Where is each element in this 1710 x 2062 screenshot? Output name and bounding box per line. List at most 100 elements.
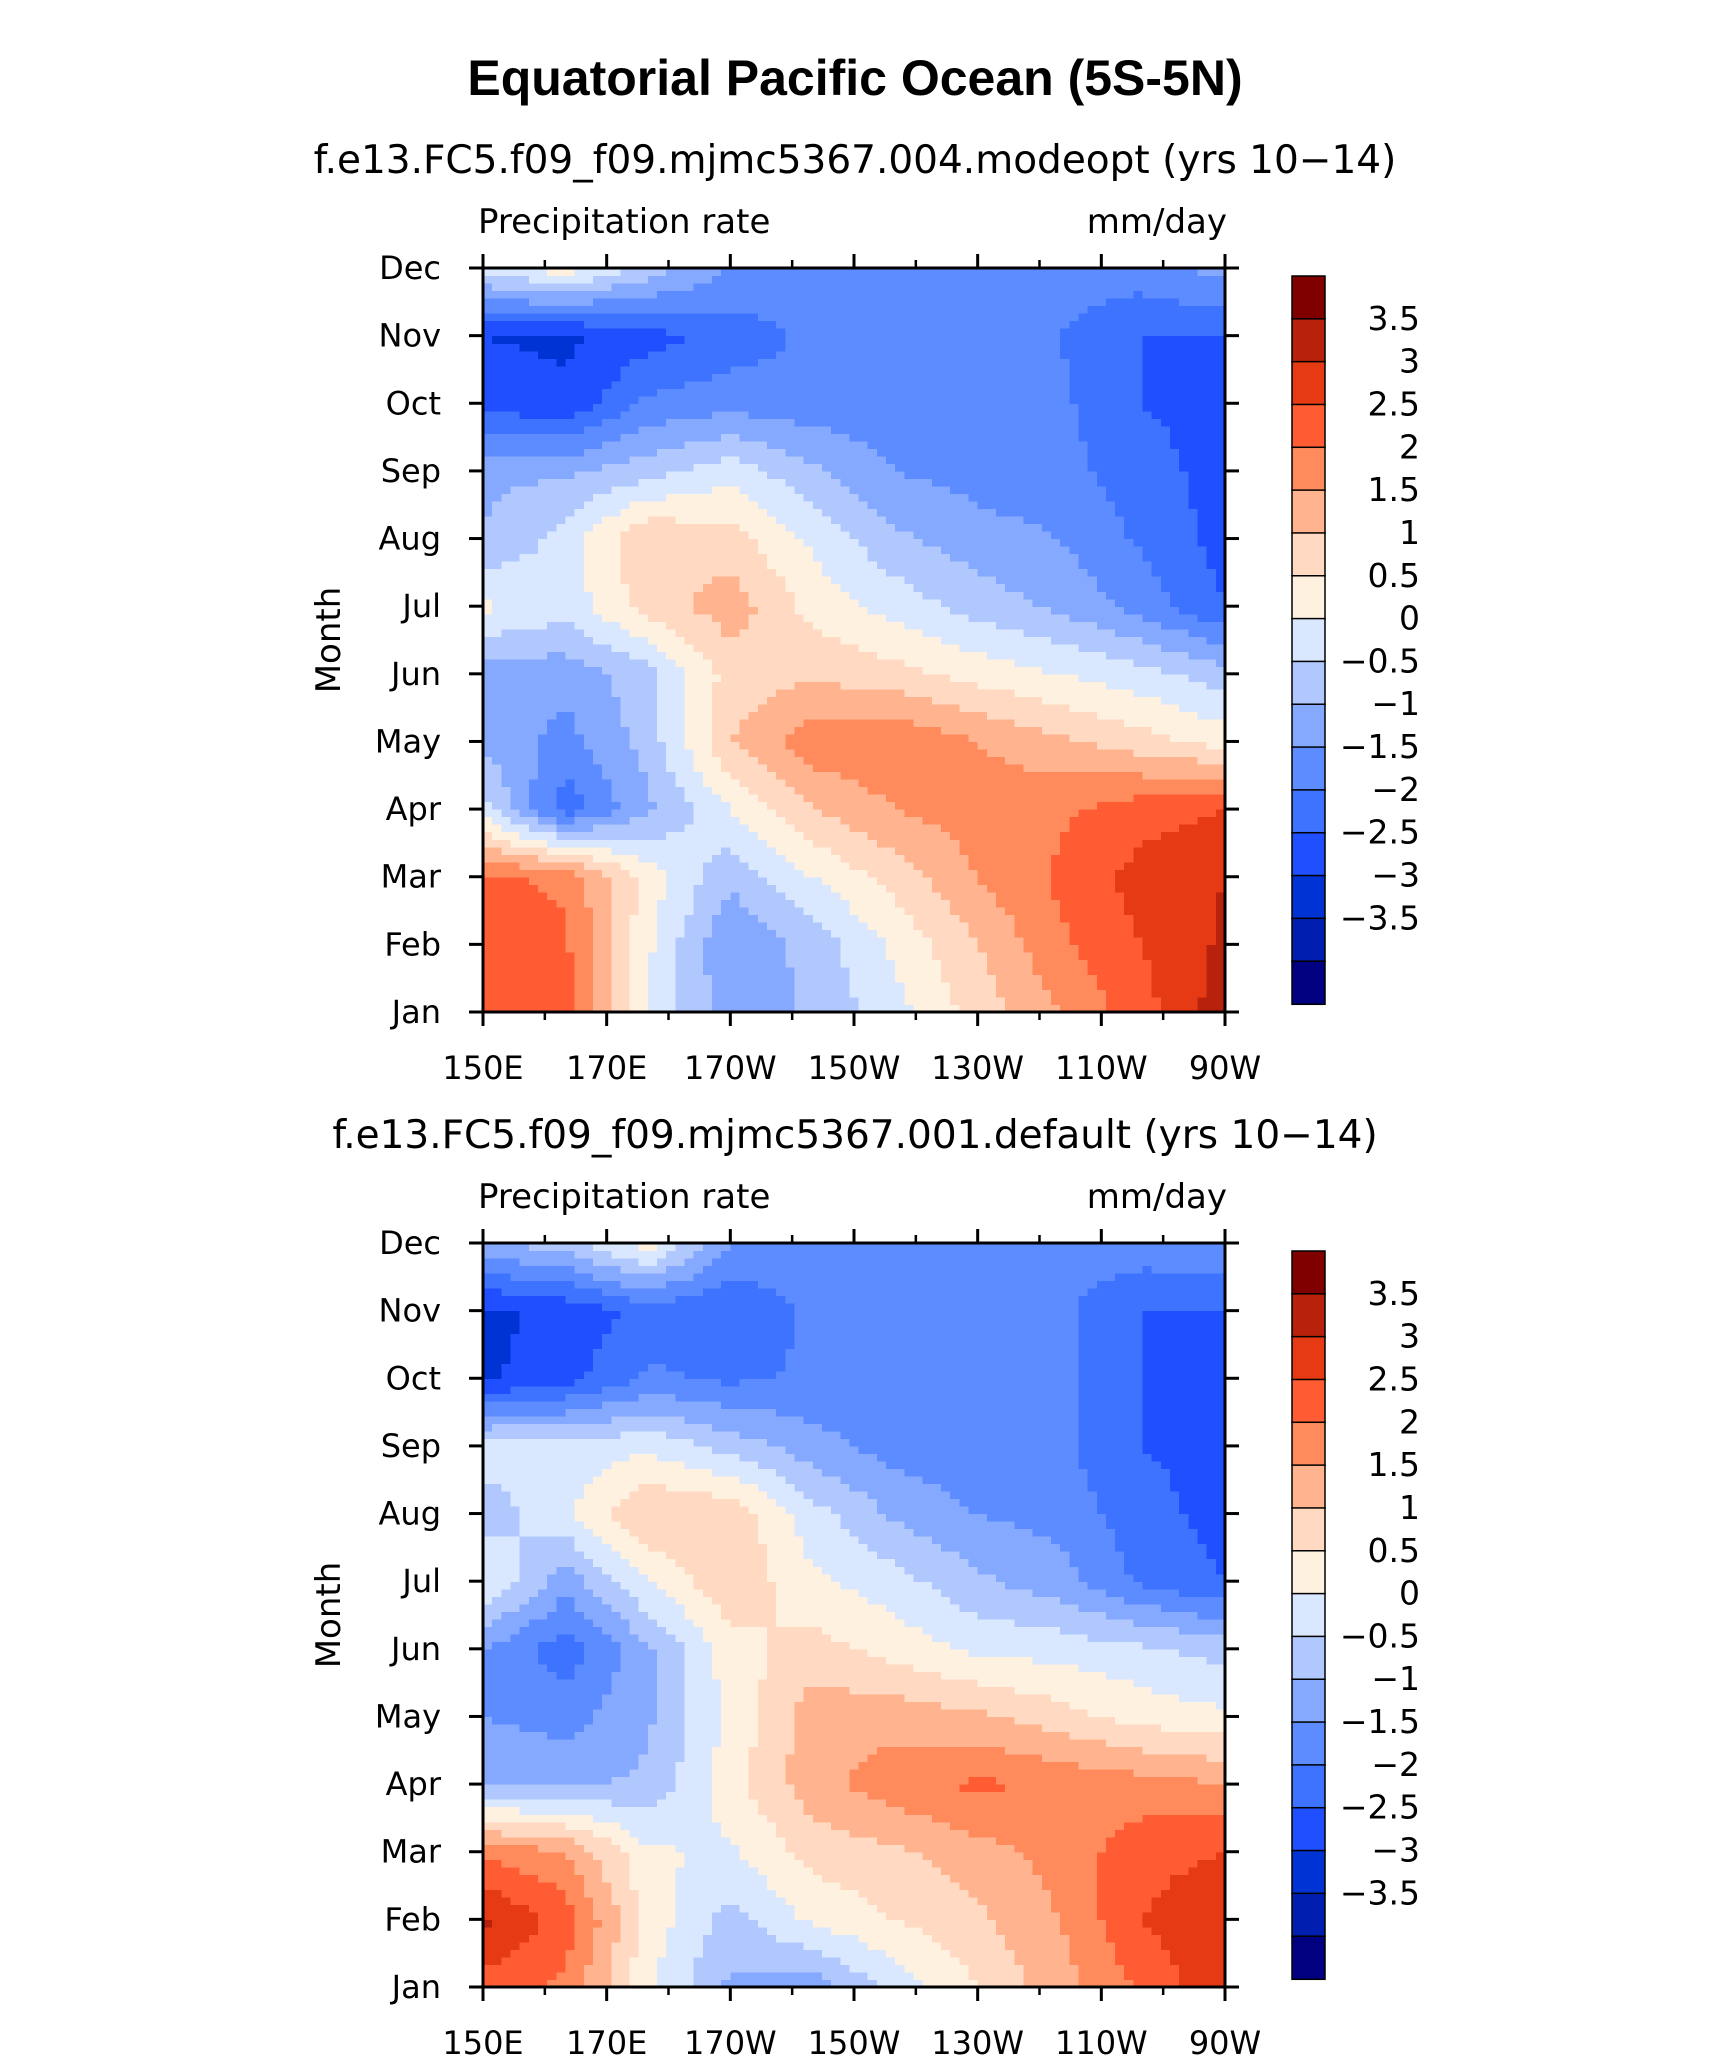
heatmap-cell <box>904 974 915 983</box>
heatmap-cell <box>528 906 539 915</box>
heatmap-cell <box>666 598 676 607</box>
heatmap-cell <box>602 621 612 630</box>
heatmap-cell <box>821 816 832 825</box>
heatmap-cell <box>620 613 631 622</box>
heatmap-cell <box>895 576 905 585</box>
heatmap-cell <box>1197 914 1208 923</box>
heatmap-cell <box>867 673 878 682</box>
heatmap-cell <box>931 966 942 976</box>
heatmap-cell <box>950 733 960 743</box>
heatmap-cell <box>812 824 823 833</box>
heatmap-cell <box>1133 583 1144 592</box>
heatmap-cell <box>1115 621 1125 630</box>
heatmap-cell <box>1170 936 1180 945</box>
heatmap-cell <box>666 576 676 585</box>
heatmap-cell <box>803 779 814 788</box>
heatmap-cell <box>629 628 640 637</box>
heatmap-cell <box>666 816 676 825</box>
heatmap-cell <box>702 673 713 682</box>
heatmap-cell <box>950 666 960 675</box>
heatmap-cell <box>1197 981 1208 991</box>
heatmap-cell <box>556 951 567 960</box>
heatmap-cell <box>1124 583 1134 592</box>
heatmap-cell <box>840 621 851 630</box>
heatmap-cell <box>702 786 713 795</box>
heatmap-cell <box>922 553 933 562</box>
heatmap-cell <box>528 966 539 976</box>
heatmap-cell <box>592 981 603 991</box>
heatmap-cell <box>748 951 759 960</box>
heatmap-cell <box>675 583 686 592</box>
heatmap-cell <box>1215 561 1226 570</box>
heatmap-cell <box>547 816 557 825</box>
heatmap-cell <box>886 959 896 968</box>
heatmap-cell <box>592 951 603 960</box>
heatmap-cell <box>592 711 603 720</box>
heatmap-cell <box>1023 839 1034 848</box>
heatmap-cell <box>1050 801 1061 810</box>
heatmap-cell <box>519 861 530 870</box>
heatmap-cell <box>1133 899 1144 908</box>
heatmap-cell <box>1041 786 1052 795</box>
heatmap-cell <box>922 959 933 968</box>
heatmap-cell <box>849 839 860 848</box>
heatmap-cell <box>1023 613 1034 622</box>
heatmap-cell <box>785 951 796 960</box>
heatmap-cell <box>766 733 777 743</box>
heatmap-cell <box>1124 891 1134 900</box>
heatmap-cell <box>1170 966 1180 976</box>
heatmap-cell <box>739 636 750 645</box>
heatmap-cell <box>803 764 814 773</box>
heatmap-cell <box>611 861 622 870</box>
heatmap-cell <box>629 831 640 840</box>
heatmap-cell <box>776 801 786 810</box>
heatmap-cell <box>1160 598 1171 607</box>
heatmap-cell <box>1005 831 1015 840</box>
heatmap-cell <box>1142 921 1153 930</box>
heatmap-cell <box>757 613 768 622</box>
heatmap-cell <box>483 711 493 720</box>
heatmap-cell <box>1124 666 1134 675</box>
heatmap-cell <box>1105 891 1116 900</box>
heatmap-cell <box>922 944 933 953</box>
heatmap-cell <box>1050 756 1061 765</box>
heatmap-cell <box>483 598 493 607</box>
heatmap-cell <box>602 673 612 682</box>
heatmap-cell <box>583 546 594 555</box>
heatmap-cell <box>886 794 896 803</box>
heatmap-cell <box>638 906 649 915</box>
heatmap-cell <box>1105 748 1116 758</box>
heatmap-cell <box>986 869 997 878</box>
heatmap-cell <box>1078 801 1089 810</box>
heatmap-cell <box>995 816 1006 825</box>
heatmap-cell <box>904 951 915 960</box>
heatmap-cell <box>748 1004 759 1013</box>
heatmap-cell <box>785 839 796 848</box>
heatmap-cell <box>1078 771 1089 780</box>
heatmap-cell <box>776 921 786 930</box>
heatmap-cell <box>904 681 915 690</box>
heatmap-cell <box>492 809 502 818</box>
heatmap-cell <box>1215 696 1226 705</box>
heatmap-cell <box>748 591 759 600</box>
heatmap-cell <box>977 884 988 893</box>
heatmap-cell <box>702 658 713 667</box>
heatmap-cell <box>501 989 512 998</box>
heatmap-cell <box>739 764 750 773</box>
heatmap-cell <box>1032 576 1043 585</box>
heatmap-cell <box>1142 786 1153 795</box>
heatmap-cell <box>1105 876 1116 885</box>
heatmap-cell <box>721 598 731 607</box>
heatmap-cell <box>895 996 905 1006</box>
heatmap-cell <box>739 929 750 938</box>
heatmap-cell <box>840 854 851 863</box>
heatmap-cell <box>702 711 713 720</box>
heatmap-cell <box>1032 748 1043 758</box>
heatmap-cell <box>519 628 530 637</box>
heatmap-cell <box>986 703 997 712</box>
heatmap-cell <box>574 921 585 930</box>
heatmap-cell <box>602 606 612 615</box>
heatmap-cell <box>1188 809 1199 818</box>
heatmap-cell <box>895 981 905 991</box>
heatmap-cell <box>858 651 869 660</box>
